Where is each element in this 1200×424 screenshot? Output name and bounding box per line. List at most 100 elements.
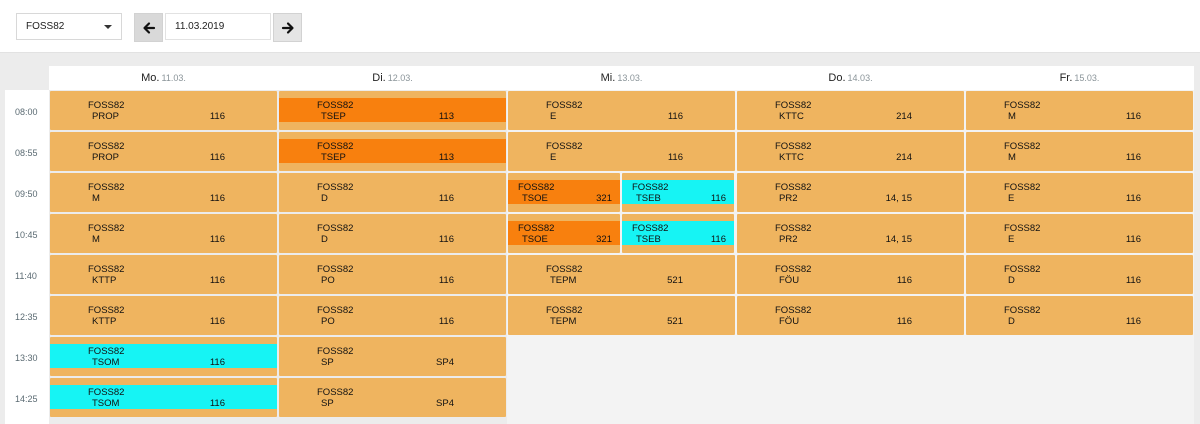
time-label: 10:45: [15, 230, 38, 240]
day-date: 14.03.: [847, 73, 873, 83]
lesson-cell[interactable]: FOSS82 PR2 14, 15: [737, 173, 964, 212]
lesson-subject: D: [321, 234, 328, 245]
time-label: 14:25: [15, 394, 38, 404]
lesson-content: FOSS82 FÖU 116: [737, 262, 964, 286]
lesson-cell[interactable]: FOSS82 KTTC 214: [737, 91, 964, 130]
lesson-room: 116: [438, 316, 454, 327]
time-label: 08:00: [15, 107, 38, 117]
day-date: 11.03.: [161, 73, 186, 83]
lesson-cell[interactable]: FOSS82 D 116: [279, 173, 506, 212]
lesson-room: 214: [896, 152, 912, 163]
lesson-cell[interactable]: FOSS82 SP SP4: [279, 337, 506, 376]
lesson-class: FOSS82: [775, 100, 812, 111]
lesson-cell[interactable]: FOSS82 FÖU 116: [737, 296, 964, 335]
lesson-cell[interactable]: FOSS82 TEPM 521: [508, 296, 735, 335]
lesson-content: FOSS82 PROP 116: [50, 139, 277, 163]
lesson-content: FOSS82 E 116: [966, 180, 1193, 204]
lesson-class: FOSS82: [546, 305, 583, 316]
lesson-cell[interactable]: FOSS82 D 116: [966, 255, 1193, 294]
previous-week-button[interactable]: [134, 13, 163, 42]
lesson-content: FOSS82 M 116: [50, 180, 277, 204]
lesson-cell[interactable]: FOSS82 M 116: [50, 173, 277, 212]
lesson-cell[interactable]: FOSS82 TSOE 321: [508, 173, 620, 212]
lesson-content: FOSS82 TSEB 116: [622, 221, 734, 245]
lesson-cell[interactable]: FOSS82 PROP 116: [50, 91, 277, 130]
chevron-down-icon: [104, 25, 112, 29]
lesson-content: FOSS82 TSOE 321: [508, 180, 620, 204]
lesson-cell[interactable]: FOSS82 TSEP 113: [279, 91, 506, 130]
lesson-room: SP4: [436, 398, 454, 409]
lesson-cell[interactable]: FOSS82 D 116: [966, 296, 1193, 335]
lesson-cell[interactable]: FOSS82 PO 116: [279, 296, 506, 335]
lesson-cell[interactable]: FOSS82 TSOM 116: [50, 378, 277, 417]
lesson-cell[interactable]: FOSS82 KTTC 214: [737, 132, 964, 171]
lesson-content: FOSS82 TEPM 521: [508, 303, 735, 327]
lesson-content: FOSS82 TSEB 116: [622, 180, 734, 204]
day-header: Di. 12.03.: [278, 66, 507, 90]
time-label: 12:35: [15, 312, 38, 322]
lesson-subject: KTTC: [779, 152, 804, 163]
lesson-subject: E: [1008, 234, 1015, 245]
day-header: Do. 14.03.: [736, 66, 965, 90]
lesson-cell[interactable]: FOSS82 TSEB 116: [622, 214, 734, 253]
lesson-cell[interactable]: FOSS82 PROP 116: [50, 132, 277, 171]
lesson-content: FOSS82 D 116: [966, 303, 1193, 327]
lesson-cell[interactable]: FOSS82 FÖU 116: [737, 255, 964, 294]
lesson-content: FOSS82 TSOM 116: [50, 385, 277, 409]
lesson-cell[interactable]: FOSS82 E 116: [966, 214, 1193, 253]
lesson-class: FOSS82: [88, 387, 125, 398]
lesson-content: FOSS82 PO 116: [279, 303, 506, 327]
lesson-class: FOSS82: [317, 100, 354, 111]
lesson-room: 116: [209, 357, 225, 368]
lesson-room: 116: [667, 152, 683, 163]
time-label: 08:55: [15, 148, 38, 158]
day-name: Fr.: [1059, 72, 1073, 84]
lesson-cell[interactable]: FOSS82 E 116: [508, 132, 735, 171]
lesson-cell[interactable]: FOSS82 TSEP 113: [279, 132, 506, 171]
day-date: 15.03.: [1074, 73, 1100, 83]
toolbar: FOSS82 11.03.2019: [0, 0, 1200, 53]
lesson-cell[interactable]: FOSS82 M 116: [966, 132, 1193, 171]
lesson-subject: FÖU: [779, 275, 800, 286]
lesson-subject: TSEB: [636, 193, 661, 204]
lesson-cell[interactable]: FOSS82 D 116: [279, 214, 506, 253]
lesson-class: FOSS82: [1004, 182, 1041, 193]
time-label: 09:50: [15, 189, 38, 199]
lesson-subject: TEPM: [550, 316, 577, 327]
lesson-content: FOSS82 KTTP 116: [50, 303, 277, 327]
class-select[interactable]: FOSS82: [16, 13, 122, 40]
date-field[interactable]: 11.03.2019: [165, 13, 271, 40]
lesson-subject: TSEP: [321, 152, 346, 163]
day-date: 12.03.: [387, 73, 413, 83]
lesson-cell[interactable]: FOSS82 TSOM 116: [50, 337, 277, 376]
lesson-cell[interactable]: FOSS82 M 116: [966, 91, 1193, 130]
lesson-class: FOSS82: [88, 264, 125, 275]
day-header: Mi. 13.03.: [507, 66, 736, 90]
lesson-cell[interactable]: FOSS82 E 116: [508, 91, 735, 130]
lesson-room: 521: [667, 316, 683, 327]
lesson-cell[interactable]: FOSS82 E 116: [966, 173, 1193, 212]
day-header: Mo. 11.03.: [49, 66, 278, 90]
lesson-cell[interactable]: FOSS82 TEPM 521: [508, 255, 735, 294]
lesson-room: 116: [1125, 275, 1141, 286]
lesson-subject: TSOE: [522, 193, 548, 204]
lesson-class: FOSS82: [88, 346, 125, 357]
lesson-cell[interactable]: FOSS82 KTTP 116: [50, 296, 277, 335]
lesson-cell[interactable]: FOSS82 M 116: [50, 214, 277, 253]
lesson-class: FOSS82: [518, 223, 555, 234]
next-week-button[interactable]: [273, 13, 302, 42]
lesson-subject: TSEB: [636, 234, 661, 245]
lesson-class: FOSS82: [88, 141, 125, 152]
lesson-room: 116: [209, 398, 225, 409]
lesson-class: FOSS82: [317, 387, 354, 398]
lesson-subject: KTTP: [92, 316, 117, 327]
lesson-cell[interactable]: FOSS82 TSEB 116: [622, 173, 734, 212]
lesson-subject: M: [92, 234, 100, 245]
lesson-content: FOSS82 M 116: [50, 221, 277, 245]
lesson-cell[interactable]: FOSS82 PR2 14, 15: [737, 214, 964, 253]
lesson-cell[interactable]: FOSS82 KTTP 116: [50, 255, 277, 294]
lesson-cell[interactable]: FOSS82 SP SP4: [279, 378, 506, 417]
lesson-class: FOSS82: [88, 182, 125, 193]
lesson-cell[interactable]: FOSS82 PO 116: [279, 255, 506, 294]
lesson-cell[interactable]: FOSS82 TSOE 321: [508, 214, 620, 253]
